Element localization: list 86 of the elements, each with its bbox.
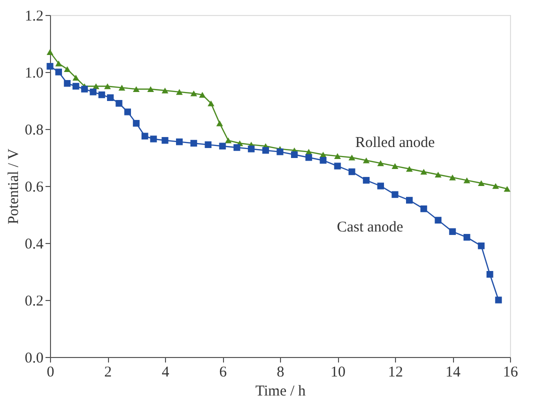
point [162, 137, 168, 144]
point [72, 74, 80, 81]
point [248, 146, 255, 152]
y-tick-label: 1.2 [24, 8, 44, 24]
point [305, 154, 312, 161]
point [449, 228, 456, 235]
series-label: Rolled anode [355, 135, 436, 152]
point [46, 49, 54, 55]
point [55, 60, 62, 66]
point [224, 137, 232, 144]
point [486, 270, 494, 278]
point [72, 82, 80, 90]
x-axis-title: Time / h [255, 384, 306, 400]
x-tick-label: 8 [276, 364, 284, 380]
y-tick-label: 0.6 [24, 180, 44, 196]
point [208, 100, 214, 106]
point [334, 162, 341, 170]
point [478, 242, 485, 250]
point [492, 183, 499, 189]
point [216, 120, 223, 126]
y-tick-label: 0.4 [24, 236, 44, 252]
point [107, 94, 114, 102]
y-tick-label: 0.0 [24, 350, 44, 366]
point [132, 120, 140, 127]
x-tick-label: 16 [503, 364, 518, 380]
point [362, 157, 370, 164]
point [118, 84, 126, 91]
point [204, 141, 212, 148]
point [147, 86, 154, 92]
point [142, 132, 148, 140]
point [64, 80, 71, 87]
point [334, 153, 341, 159]
point [348, 168, 356, 176]
point [392, 163, 398, 169]
point [219, 142, 226, 150]
y-tick-label: 0.2 [24, 294, 44, 310]
point [150, 136, 157, 142]
point [55, 68, 62, 76]
y-tick-label: 0.8 [24, 122, 44, 138]
point [64, 66, 71, 72]
point [190, 90, 198, 96]
point [176, 89, 183, 95]
point [98, 91, 106, 98]
point [504, 186, 510, 192]
point [291, 151, 298, 158]
series-label: Cast anode [336, 220, 404, 236]
x-tick-label: 12 [388, 364, 403, 380]
point [406, 166, 413, 172]
point [420, 168, 428, 175]
point [478, 180, 485, 186]
point [81, 86, 88, 92]
point [420, 205, 428, 212]
point [464, 177, 470, 184]
x-tick-label: 2 [104, 364, 112, 380]
point [190, 140, 198, 147]
point [124, 108, 131, 116]
point [320, 156, 326, 164]
x-tick-label: 4 [162, 364, 170, 380]
x-tick-label: 14 [446, 364, 461, 380]
x-tick-label: 0 [46, 364, 54, 380]
point [276, 148, 284, 156]
point [46, 62, 54, 70]
point [449, 174, 456, 180]
point [362, 176, 370, 184]
point [434, 172, 442, 178]
point [377, 182, 384, 190]
point [234, 144, 240, 151]
point [132, 86, 140, 92]
x-tick-label: 10 [330, 364, 346, 380]
point [392, 191, 398, 198]
x-tick-label: 6 [219, 364, 228, 380]
point [495, 296, 502, 304]
point [104, 83, 111, 90]
point [377, 160, 384, 166]
point [176, 138, 183, 146]
point [90, 88, 96, 96]
point [406, 196, 413, 204]
y-axis-title: Potential / V [6, 148, 22, 224]
point [199, 92, 206, 98]
y-tick-label: 1.0 [24, 66, 44, 82]
point [116, 100, 122, 107]
point [348, 154, 356, 160]
point [434, 216, 442, 224]
point [162, 88, 168, 94]
point [262, 147, 269, 154]
point [464, 234, 470, 241]
